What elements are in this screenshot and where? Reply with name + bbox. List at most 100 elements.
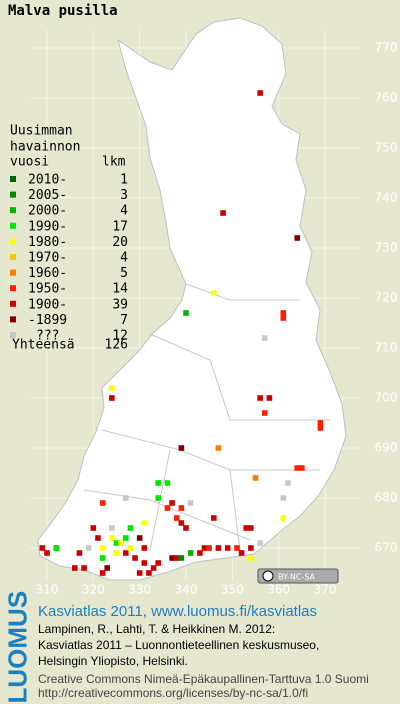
legend-swatch xyxy=(10,191,16,198)
record-square xyxy=(257,395,263,401)
record-square xyxy=(178,555,185,561)
legend-label: 1970- xyxy=(28,251,67,266)
legend-count: 5 xyxy=(120,266,128,281)
license-text: BY-NC-SA xyxy=(278,573,316,582)
record-square xyxy=(252,475,259,481)
record-square xyxy=(136,570,143,576)
legend-count: 14 xyxy=(112,282,128,297)
record-square xyxy=(76,550,83,556)
species-title: Malva pusilla xyxy=(8,3,118,19)
y-tick-label: 730 xyxy=(375,241,398,255)
record-square xyxy=(127,525,134,531)
record-square xyxy=(53,545,60,551)
record-square xyxy=(261,335,268,341)
record-square xyxy=(164,480,171,486)
record-square xyxy=(257,90,263,96)
record-square xyxy=(211,290,217,296)
y-tick-label: 760 xyxy=(375,91,398,105)
record-square xyxy=(280,495,287,501)
record-square xyxy=(257,540,263,546)
legend-swatch xyxy=(10,176,16,182)
record-square xyxy=(118,540,124,546)
record-square xyxy=(146,570,152,576)
record-square xyxy=(280,310,287,316)
legend-label: 2005- xyxy=(28,188,67,203)
record-square xyxy=(206,545,212,551)
legend-label: 1960- xyxy=(28,266,67,281)
record-square xyxy=(173,515,180,521)
record-square xyxy=(173,555,180,561)
x-tick-label: 350 xyxy=(221,583,244,597)
record-square xyxy=(99,555,106,561)
license-line: Creative Commons Nimeä-Epäkaupallinen-Ta… xyxy=(38,672,369,686)
record-square xyxy=(178,520,185,526)
record-square xyxy=(169,555,175,561)
record-square xyxy=(280,315,287,321)
record-square xyxy=(285,480,291,486)
record-square xyxy=(164,505,171,511)
record-square xyxy=(72,565,78,571)
atlas-link: Kasviatlas 2011, www.luomus.fi/kasviatla… xyxy=(38,603,318,620)
license-badge: BY-NC-SA xyxy=(257,568,339,584)
record-square xyxy=(294,465,300,471)
record-square xyxy=(109,535,115,541)
legend-label: 1950- xyxy=(28,282,67,297)
x-tick-label: 330 xyxy=(128,583,151,597)
record-square xyxy=(248,545,254,551)
legend-count: 7 xyxy=(120,313,128,328)
record-square xyxy=(109,525,115,531)
legend-swatch xyxy=(10,300,16,307)
legend-header: havainnon xyxy=(10,140,80,155)
record-square xyxy=(90,525,97,531)
record-square xyxy=(211,515,217,521)
record-square xyxy=(220,210,226,216)
legend-count: 4 xyxy=(120,204,128,219)
record-square xyxy=(178,445,185,451)
legend-count: 3 xyxy=(120,188,128,203)
legend-swatch xyxy=(10,222,16,229)
record-square xyxy=(169,500,175,506)
record-square xyxy=(266,395,273,401)
legend-count: 39 xyxy=(112,297,128,312)
record-square xyxy=(132,555,138,561)
total-count: 126 xyxy=(105,338,128,353)
total-label: Yhteensä xyxy=(12,338,75,353)
record-square xyxy=(197,550,203,556)
legend-count: 20 xyxy=(112,235,128,250)
record-square xyxy=(141,560,148,566)
legend-label: 1900- xyxy=(28,297,67,312)
record-square xyxy=(95,535,101,541)
record-square xyxy=(317,425,324,431)
record-square xyxy=(141,545,148,551)
logo: LUOMUS xyxy=(2,590,33,704)
map: 310 320 330 340 350 360 3707707607507407307207… xyxy=(8,3,398,597)
record-square xyxy=(248,525,254,531)
legend-count: 4 xyxy=(120,251,128,266)
record-square xyxy=(178,505,185,511)
record-square xyxy=(187,550,194,556)
legend-label: 2000- xyxy=(28,204,67,219)
x-tick-label: 340 xyxy=(175,583,198,597)
record-square xyxy=(261,410,268,416)
record-square xyxy=(85,545,92,551)
x-tick-label: 310 xyxy=(36,583,59,597)
y-tick-label: 680 xyxy=(375,491,398,505)
y-tick-label: 710 xyxy=(375,341,398,355)
record-square xyxy=(183,310,189,316)
records xyxy=(39,90,324,576)
record-square xyxy=(187,500,194,506)
legend-label: 1990- xyxy=(28,219,67,234)
record-square xyxy=(127,545,134,551)
legend-count: 17 xyxy=(112,219,128,234)
record-square xyxy=(109,395,115,401)
record-square xyxy=(201,545,208,551)
record-square xyxy=(122,535,129,541)
record-square xyxy=(299,465,305,471)
legend-swatch xyxy=(10,238,16,245)
record-square xyxy=(113,550,120,556)
record-square xyxy=(99,570,106,576)
x-tick-label: 360 xyxy=(267,583,290,597)
record-square xyxy=(280,515,287,521)
record-square xyxy=(215,445,222,451)
record-square xyxy=(81,565,87,571)
